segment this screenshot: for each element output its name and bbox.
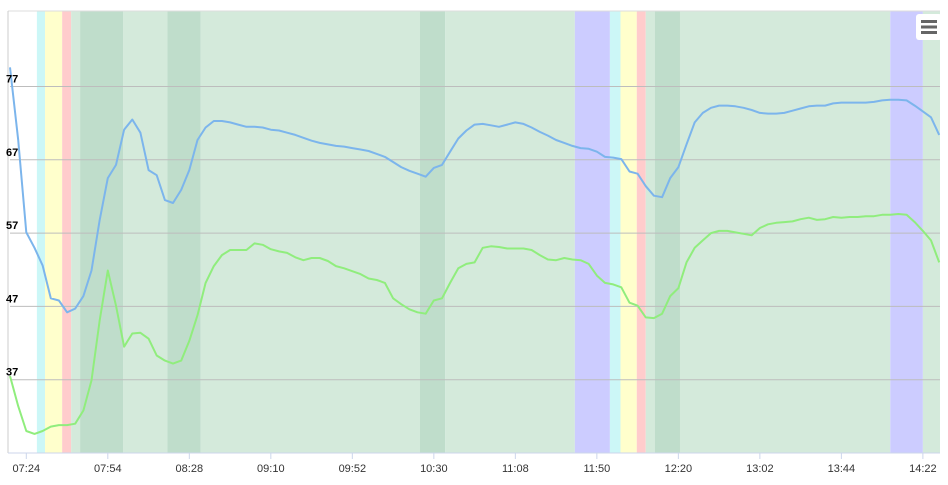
x-tick-label: 12:20: [665, 463, 693, 475]
plot-band: [922, 11, 940, 453]
x-tick-label: 10:30: [420, 463, 448, 475]
plot-band: [890, 11, 923, 453]
plot-band: [645, 11, 655, 453]
x-tick-label: 11:08: [502, 463, 529, 475]
x-tick-label: 13:02: [746, 463, 774, 475]
labels: 37 47 57 67 77 07:24 07:54 08:28 09:10 09:52 10:30…: [6, 73, 937, 475]
x-tick-label: 09:10: [257, 463, 285, 475]
plot-band: [80, 11, 124, 453]
plot-band: [71, 11, 81, 453]
plot-band: [36, 11, 46, 453]
series-line: [9, 67, 941, 314]
y-tick-label: 67: [6, 147, 18, 159]
menu-icon-bar: [921, 31, 937, 34]
x-tick-label: 07:54: [94, 463, 122, 475]
x-tick-label: 11:50: [583, 463, 610, 475]
plot-band: [167, 11, 201, 453]
x-tick-label: 13:44: [828, 463, 856, 475]
bands: [36, 11, 940, 453]
plot-band: [123, 11, 168, 453]
menu-button[interactable]: [916, 14, 942, 40]
plot-band: [620, 11, 637, 453]
plot-band: [62, 11, 72, 453]
y-tick-label: 57: [6, 220, 18, 232]
grid: [7, 10, 940, 459]
lines: [9, 67, 941, 435]
y-tick-label: 37: [6, 367, 18, 379]
plot-band: [574, 11, 610, 453]
plot-band: [45, 11, 63, 453]
series-line: [9, 213, 941, 435]
x-tick-label: 14:22: [909, 463, 937, 475]
x-tick-label: 07:24: [13, 463, 41, 475]
plot-band: [636, 11, 646, 453]
plot-band: [445, 11, 575, 453]
menu-icon-bar: [921, 25, 937, 29]
plot-band: [200, 11, 420, 453]
menu-icon-bar: [921, 20, 937, 23]
plot-band: [419, 11, 446, 453]
x-tick-label: 08:28: [176, 463, 204, 475]
y-tick-label: 77: [6, 73, 18, 85]
x-tick-label: 09:52: [339, 463, 367, 475]
plot-band: [654, 11, 680, 453]
plot-band: [609, 11, 621, 453]
y-tick-label: 47: [6, 293, 18, 305]
